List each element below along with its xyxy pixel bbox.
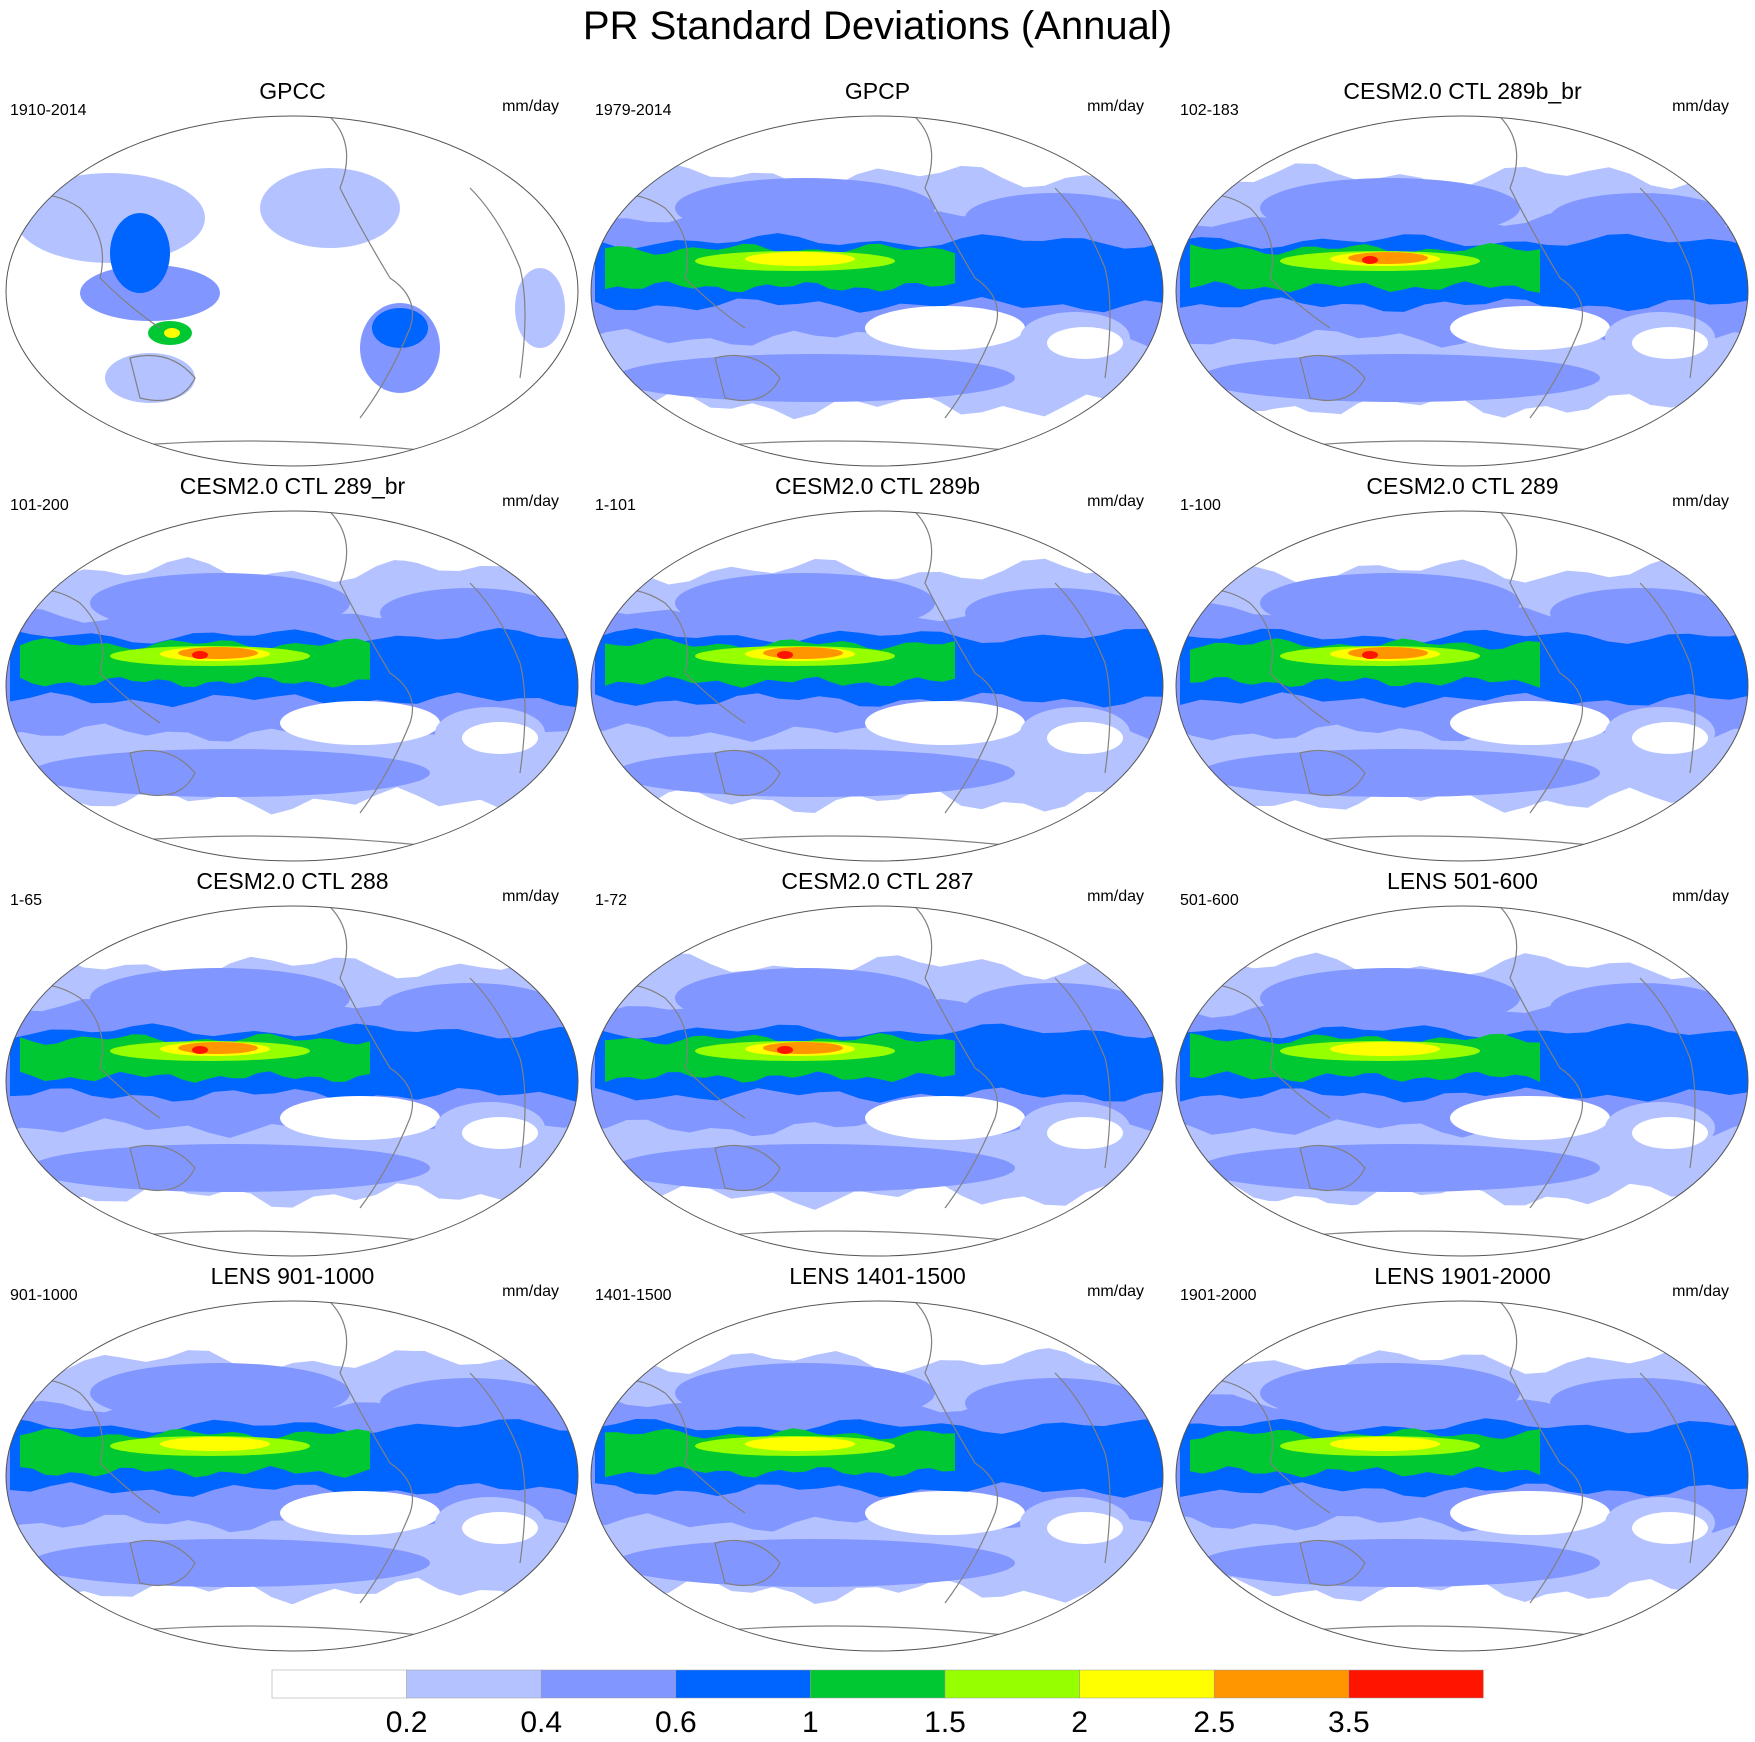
- colorbar-box: [271, 1669, 407, 1699]
- panel-title: LENS 1401-1500: [789, 1263, 966, 1289]
- panel-year-range: 1-101: [595, 497, 636, 514]
- colorbar-tick-label: 1: [802, 1706, 819, 1739]
- panel-title: CESM2.0 CTL 289: [1366, 473, 1559, 499]
- panel-year-range: 501-600: [1180, 892, 1239, 909]
- panel-units: mm/day: [502, 493, 559, 510]
- panel-units: mm/day: [502, 888, 559, 905]
- precip-std-map: [5, 905, 579, 1257]
- colorbar-tick-label: 3.5: [1328, 1706, 1370, 1739]
- map-panel: LENS 1901-2000 1901-2000 mm/day: [1170, 1263, 1755, 1658]
- panel-title: LENS 1901-2000: [1374, 1263, 1551, 1289]
- map-panel: LENS 1401-1500 1401-1500 mm/day: [585, 1263, 1170, 1658]
- panel-title: GPCP: [844, 78, 911, 104]
- panel-units: mm/day: [1087, 1283, 1144, 1300]
- precip-std-map: [1175, 1300, 1749, 1652]
- precip-std-map: [590, 115, 1164, 467]
- colorbar-tick-label: 0.6: [655, 1706, 697, 1739]
- map-panel: CESM2.0 CTL 289b 1-101 mm/day: [585, 473, 1170, 868]
- precip-std-map: [1175, 905, 1749, 1257]
- panel-title: CESM2.0 CTL 289b_br: [1343, 78, 1582, 104]
- panel-units: mm/day: [502, 1283, 559, 1300]
- colorbar-box: [810, 1669, 946, 1699]
- panel-year-range: 1-65: [10, 892, 43, 909]
- colorbar-box: [1348, 1669, 1484, 1699]
- panel-title: CESM2.0 CTL 288: [196, 868, 389, 894]
- panel-year-range: 1901-2000: [1180, 1287, 1257, 1304]
- map-panel: CESM2.0 CTL 288 1-65 mm/day: [0, 868, 585, 1263]
- precip-std-map: [1175, 115, 1749, 467]
- panel-units: mm/day: [1087, 98, 1144, 115]
- colorbar-box: [1213, 1669, 1350, 1699]
- panel-units: mm/day: [502, 98, 559, 115]
- colorbar-tick-label: 2: [1071, 1706, 1088, 1739]
- panel-units: mm/day: [1672, 493, 1729, 510]
- colorbar-box: [1079, 1669, 1215, 1699]
- panel-units: mm/day: [1672, 888, 1729, 905]
- panel-year-range: 101-200: [10, 497, 69, 514]
- map-panel: GPCP 1979-2014 mm/day: [585, 78, 1170, 473]
- colorbar-box: [675, 1669, 811, 1699]
- colorbar-box: [540, 1669, 677, 1699]
- precip-std-map: [590, 905, 1164, 1257]
- panel-title: CESM2.0 CTL 289_br: [179, 473, 406, 499]
- colorbar-box: [406, 1669, 542, 1699]
- panel-year-range: 1401-1500: [595, 1287, 672, 1304]
- panel-title: LENS 501-600: [1387, 868, 1538, 894]
- panel-year-range: 1-72: [595, 892, 628, 909]
- precip-std-map: [5, 115, 579, 467]
- panel-year-range: 1979-2014: [595, 102, 672, 119]
- panel-year-range: 901-1000: [10, 1287, 78, 1304]
- figure-title: PR Standard Deviations (Annual): [582, 4, 1173, 48]
- map-panel: CESM2.0 CTL 289b_br 102-183 mm/day: [1170, 78, 1755, 473]
- precip-std-map: [1175, 510, 1749, 862]
- panel-title: CESM2.0 CTL 289b: [775, 473, 980, 499]
- precip-std-map: [590, 1300, 1164, 1652]
- panel-units: mm/day: [1087, 888, 1144, 905]
- precip-std-map: [5, 510, 579, 862]
- colorbar-tick-label: 0.4: [520, 1706, 562, 1739]
- panel-year-range: 1-100: [1180, 497, 1221, 514]
- panel-units: mm/day: [1087, 493, 1144, 510]
- panel-title: CESM2.0 CTL 287: [781, 868, 974, 894]
- map-panel: LENS 501-600 501-600 mm/day: [1170, 868, 1755, 1263]
- map-panel: CESM2.0 CTL 289 1-100 mm/day: [1170, 473, 1755, 868]
- map-panel: CESM2.0 CTL 289_br 101-200 mm/day: [0, 473, 585, 868]
- colorbar-box: [944, 1669, 1080, 1699]
- panel-units: mm/day: [1672, 1283, 1729, 1300]
- map-panel: LENS 901-1000 901-1000 mm/day: [0, 1263, 585, 1658]
- precip-std-map: [5, 1300, 579, 1652]
- panel-title: GPCC: [259, 78, 326, 104]
- map-panel: CESM2.0 CTL 287 1-72 mm/day: [585, 868, 1170, 1263]
- colorbar-tick-label: 2.5: [1193, 1706, 1235, 1739]
- panel-year-range: 1910-2014: [10, 102, 87, 119]
- colorbar-tick-label: 0.2: [386, 1706, 428, 1739]
- panel-title: LENS 901-1000: [210, 1263, 375, 1289]
- panel-units: mm/day: [1672, 98, 1729, 115]
- panel-year-range: 102-183: [1180, 102, 1239, 119]
- map-panel: GPCC 1910-2014 mm/day: [0, 78, 585, 473]
- colorbar-tick-label: 1.5: [924, 1706, 966, 1739]
- precip-std-map: [590, 510, 1164, 862]
